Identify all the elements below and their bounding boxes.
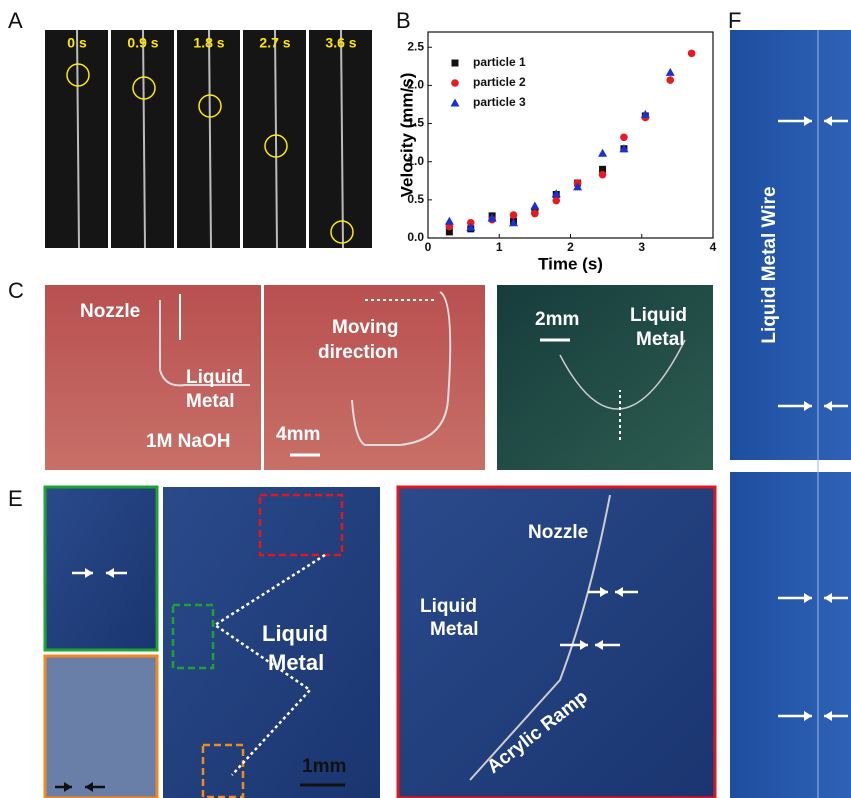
panel-e: Liquid Metal 1mm Nozzle Liquid Metal Acr… — [45, 487, 715, 798]
x-tick-label: 3 — [638, 240, 645, 254]
legend-label: particle 2 — [473, 75, 526, 89]
scale-label: 2mm — [535, 309, 579, 330]
panel-c: Nozzle Liquid Metal Moving direction 1M … — [45, 285, 485, 470]
panel-letter: C — [8, 278, 24, 303]
label: Moving — [332, 317, 399, 338]
panel-a: 0 s 0.9 s 1.8 s 2.7 s 3.6 s — [45, 30, 372, 248]
point — [599, 171, 607, 179]
x-tick-label: 4 — [710, 240, 717, 254]
x-tick-label: 2 — [567, 240, 574, 254]
label: Liquid — [420, 596, 477, 617]
legend-label: particle 3 — [473, 95, 526, 109]
legend-marker — [451, 79, 459, 87]
point — [552, 197, 560, 205]
legend-marker — [451, 99, 460, 107]
point — [620, 133, 628, 141]
point — [445, 217, 454, 225]
time-label: 3.6 s — [325, 35, 356, 51]
figure: A B C D E F 0 s0.9 s1.8 s2.7 s3.6 s Nozz… — [0, 0, 851, 798]
label: Liquid — [262, 621, 328, 646]
label: Nozzle — [80, 301, 140, 322]
photo — [45, 656, 157, 798]
label: Metal — [636, 329, 685, 350]
point — [531, 210, 539, 218]
photo — [730, 30, 851, 460]
y-tick-label: 0.0 — [407, 230, 424, 244]
scale-label: 1mm — [302, 756, 346, 777]
label: Nozzle — [528, 522, 588, 543]
label: direction — [318, 342, 398, 363]
scale-label: 4mm — [276, 424, 320, 445]
legend-label: particle 1 — [473, 55, 526, 69]
x-tick-label: 0 — [425, 240, 432, 254]
panel-f: Liquid Metal Wire — [730, 30, 851, 798]
label: 1M NaOH — [146, 431, 230, 452]
label: Liquid — [630, 305, 687, 326]
legend-marker — [452, 60, 459, 67]
point — [666, 68, 675, 76]
point — [688, 50, 696, 58]
panel-letter: A — [8, 8, 23, 33]
point — [530, 201, 539, 209]
x-tick-label: 1 — [496, 240, 503, 254]
photo — [730, 472, 851, 798]
point — [598, 149, 607, 157]
label: Metal — [186, 391, 235, 412]
point — [666, 76, 674, 84]
plot-frame — [428, 32, 713, 238]
label: Metal — [268, 650, 324, 675]
photo — [45, 487, 157, 650]
panel-letter: F — [728, 8, 741, 33]
panel-letter: E — [8, 486, 23, 511]
y-axis-label: Velocity (mm/s) — [397, 73, 416, 198]
panel-letter: B — [396, 8, 411, 33]
time-label: 0.9 s — [127, 35, 158, 51]
time-label: 0 s — [67, 35, 87, 51]
time-label: 2.7 s — [259, 35, 290, 51]
panel-d: 2mm Liquid Metal — [497, 285, 713, 470]
point — [510, 211, 518, 219]
time-label: 1.8 s — [193, 35, 224, 51]
x-axis-label: Time (s) — [538, 254, 603, 273]
y-tick-label: 2.5 — [407, 39, 424, 53]
label: Metal — [430, 619, 479, 640]
label: Liquid Metal Wire — [759, 186, 780, 343]
label: Liquid — [186, 367, 243, 388]
